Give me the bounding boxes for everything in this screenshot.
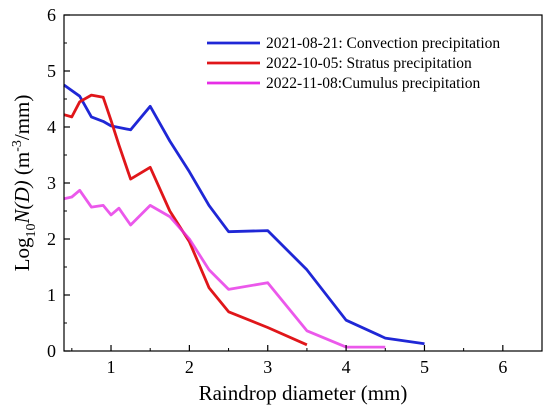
y-tick-label: 1 — [47, 285, 56, 305]
y-axis-label-unit-exp: -3 — [10, 140, 25, 152]
legend-label-2: 2022-10-05: Stratus precipitation — [266, 55, 472, 72]
y-axis-label-base: 10 — [24, 224, 39, 238]
y-tick-label: 4 — [47, 117, 56, 137]
series-line-1 — [63, 83, 425, 346]
y-axis-label-nd: N(D) — [10, 180, 34, 224]
x-tick-label: 5 — [420, 357, 429, 377]
series-line-3 — [63, 188, 386, 349]
legend: 2021-08-21: Convection precipitation 2022… — [207, 35, 500, 92]
x-tick-label: 1 — [107, 357, 116, 377]
y-axis-label-unit-close: /mm) — [10, 95, 34, 141]
y-axis-label-log: Log — [10, 237, 34, 271]
x-tick-label: 3 — [263, 357, 272, 377]
x-axis-ticks: 1 2 3 4 5 6 — [71, 345, 507, 377]
y-tick-label: 3 — [47, 173, 56, 193]
y-axis-label-unit-open: (m — [10, 152, 34, 181]
x-tick-label: 4 — [342, 357, 351, 377]
y-tick-label: 5 — [47, 61, 56, 81]
x-tick-label: 6 — [498, 357, 507, 377]
legend-label-1: 2021-08-21: Convection precipitation — [266, 35, 500, 52]
y-axis-ticks: 0 1 2 3 4 5 6 — [47, 5, 70, 361]
y-tick-label: 0 — [47, 341, 56, 361]
y-tick-label: 2 — [47, 229, 56, 249]
x-tick-label: 2 — [185, 357, 194, 377]
legend-label-3: 2022-11-08:Cumulus precipitation — [266, 75, 480, 92]
x-axis-label: Raindrop diameter (mm) — [199, 381, 408, 405]
y-tick-label: 6 — [47, 5, 56, 25]
series-lines — [63, 83, 425, 349]
y-axis-label: Log10N(D) (m-3/mm) — [10, 95, 39, 272]
series-line-2 — [63, 93, 308, 347]
